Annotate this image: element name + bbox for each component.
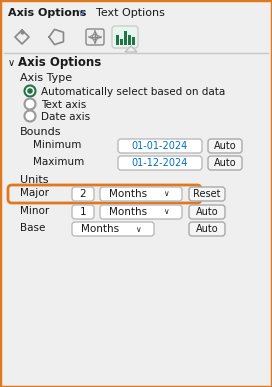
Text: Text axis: Text axis [41, 100, 86, 110]
Text: Maximum: Maximum [33, 157, 84, 167]
Text: Date axis: Date axis [41, 112, 90, 122]
Text: Major: Major [20, 188, 49, 198]
Text: Bounds: Bounds [20, 127, 61, 137]
FancyBboxPatch shape [208, 156, 242, 170]
Circle shape [24, 86, 36, 96]
FancyBboxPatch shape [189, 187, 225, 201]
FancyBboxPatch shape [72, 222, 154, 236]
Text: Months: Months [81, 224, 119, 234]
FancyBboxPatch shape [8, 185, 201, 203]
Text: ∨: ∨ [163, 190, 169, 199]
Text: Axis Options: Axis Options [18, 56, 101, 69]
FancyBboxPatch shape [100, 205, 182, 219]
Text: Reset: Reset [193, 189, 221, 199]
Bar [128, 35, 131, 45]
Text: Base: Base [20, 223, 45, 233]
Text: Axis Options: Axis Options [8, 8, 86, 18]
Text: Months: Months [109, 207, 147, 217]
Circle shape [27, 88, 33, 94]
Polygon shape [125, 46, 137, 52]
Text: ∨: ∨ [163, 207, 169, 216]
Text: ∨: ∨ [8, 58, 15, 68]
FancyBboxPatch shape [100, 187, 182, 201]
FancyBboxPatch shape [208, 139, 242, 153]
Text: ∨: ∨ [135, 224, 141, 233]
Text: Axis Type: Axis Type [20, 73, 72, 83]
FancyBboxPatch shape [189, 205, 225, 219]
Text: Minimum: Minimum [33, 140, 81, 150]
Bar [120, 39, 123, 45]
Circle shape [24, 111, 36, 122]
FancyBboxPatch shape [86, 29, 104, 45]
Text: ∨: ∨ [78, 8, 85, 18]
Text: Automatically select based on data: Automatically select based on data [41, 87, 225, 97]
Text: 1: 1 [80, 207, 86, 217]
Text: 01-12-2024: 01-12-2024 [132, 158, 188, 168]
FancyBboxPatch shape [118, 139, 202, 153]
FancyBboxPatch shape [189, 222, 225, 236]
Text: Units: Units [20, 175, 48, 185]
FancyBboxPatch shape [72, 205, 94, 219]
Text: Auto: Auto [196, 207, 218, 217]
Text: Minor: Minor [20, 206, 49, 216]
Text: Auto: Auto [214, 158, 236, 168]
FancyBboxPatch shape [72, 187, 94, 201]
Circle shape [24, 99, 36, 110]
Text: Text Options: Text Options [96, 8, 165, 18]
Bar [124, 31, 127, 45]
FancyBboxPatch shape [118, 156, 202, 170]
Text: Months: Months [109, 189, 147, 199]
Text: Auto: Auto [214, 141, 236, 151]
Bar [132, 37, 135, 45]
FancyBboxPatch shape [112, 26, 138, 48]
Text: 2: 2 [80, 189, 86, 199]
Bar [116, 35, 119, 45]
Text: 01-01-2024: 01-01-2024 [132, 141, 188, 151]
Text: Auto: Auto [196, 224, 218, 234]
